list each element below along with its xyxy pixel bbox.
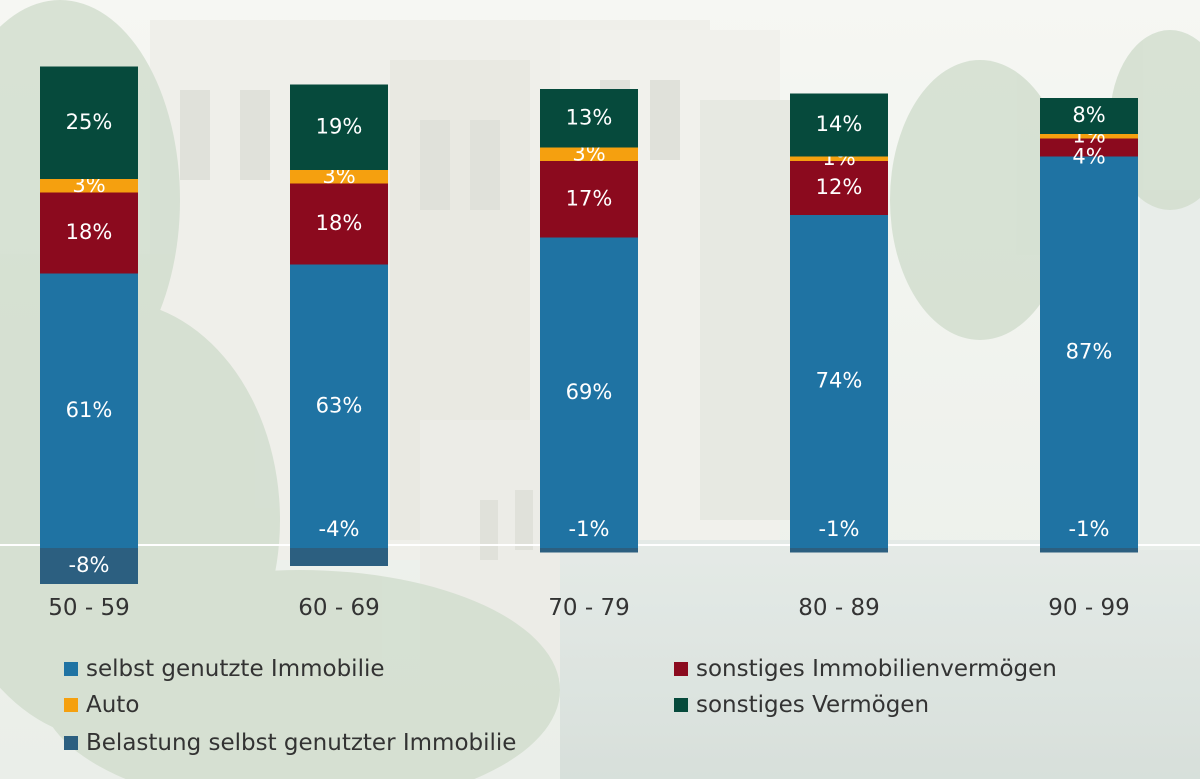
data-label: 69% (566, 380, 613, 404)
bar-segment-sonstiges-immobilienverm-gen (40, 192, 138, 274)
bar-segment-auto (1040, 134, 1138, 139)
bar-segment-auto (540, 147, 638, 161)
data-label: -1% (819, 517, 860, 541)
bar-segment-belastung-selbst-genutzter-immobilie (540, 548, 638, 553)
legend-swatch (64, 736, 78, 750)
bar-segment-auto (290, 170, 388, 184)
bars-group: 61%18%3%25%-8%63%18%3%19%-4%69%17%3%13%-… (40, 66, 1138, 584)
data-label: 8% (1072, 103, 1105, 127)
data-label: 25% (66, 110, 113, 134)
data-label: 61% (66, 398, 113, 422)
legend-swatch (674, 698, 688, 712)
bar-segment-auto (40, 179, 138, 193)
legend-label: sonstiges Vermögen (696, 692, 930, 718)
legend-label: selbst genutzte Immobilie (86, 656, 385, 682)
data-label: 18% (316, 211, 363, 235)
bar-segment-selbst-genutzte-immobilie (790, 215, 888, 548)
data-label: 12% (816, 175, 863, 199)
legend-label: Belastung selbst genutzter Immobilie (86, 730, 517, 756)
legend-item-belastung: Belastung selbst genutzter Immobilie (64, 730, 516, 756)
legend-item-selbst-genutzte-immobilie: selbst genutzte Immobilie (64, 656, 385, 682)
bar-segment-sonstiges-immobilienverm-gen (1040, 138, 1138, 157)
x-tick-label: 90 - 99 (1048, 595, 1129, 621)
x-tick-label: 70 - 79 (548, 595, 629, 621)
data-label: 4% (1072, 145, 1105, 169)
x-tick-labels: 50 - 59 60 - 69 70 - 79 80 - 89 90 - 99 (48, 595, 1129, 621)
legend-item-sonstiges-immobilienvermoegen: sonstiges Immobilienvermögen (674, 656, 1057, 682)
legend-swatch (674, 662, 688, 676)
bar-segment-belastung-selbst-genutzter-immobilie (1040, 548, 1138, 553)
bar-segment-sonstiges-verm-gen (540, 89, 638, 148)
data-label: 19% (316, 114, 363, 138)
bar-segment-auto (790, 156, 888, 161)
data-label: -8% (69, 553, 110, 577)
legend-swatch (64, 662, 78, 676)
data-label: 17% (566, 186, 613, 210)
bar-segment-sonstiges-verm-gen (290, 84, 388, 170)
bar-segment-sonstiges-immobilienverm-gen (290, 183, 388, 265)
data-label: 74% (816, 369, 863, 393)
x-tick-label: 60 - 69 (298, 595, 379, 621)
bar-segment-belastung-selbst-genutzter-immobilie (290, 548, 388, 566)
data-label: 18% (66, 220, 113, 244)
data-label: 87% (1066, 339, 1113, 363)
legend-label: sonstiges Immobilienvermögen (696, 656, 1057, 682)
bar-segment-sonstiges-verm-gen (40, 66, 138, 179)
bar-segment-sonstiges-verm-gen (790, 93, 888, 157)
bar-segment-selbst-genutzte-immobilie (40, 273, 138, 548)
data-label: -4% (319, 517, 360, 541)
x-tick-label: 50 - 59 (48, 595, 129, 621)
legend-label: Auto (86, 692, 140, 718)
bar-segment-selbst-genutzte-immobilie (290, 264, 388, 548)
legend-item-auto: Auto (64, 692, 139, 718)
legend-item-sonstiges-vermoegen: sonstiges Vermögen (674, 692, 929, 718)
data-label: -1% (569, 517, 610, 541)
bar-segment-selbst-genutzte-immobilie (1040, 156, 1138, 548)
bar-segment-sonstiges-immobilienverm-gen (790, 161, 888, 215)
data-label: 13% (566, 105, 613, 129)
bar-segment-belastung-selbst-genutzter-immobilie (40, 548, 138, 584)
legend-swatch (64, 698, 78, 712)
data-label: -1% (1069, 517, 1110, 541)
bar-segment-belastung-selbst-genutzter-immobilie (790, 548, 888, 553)
bar-segment-sonstiges-verm-gen (1040, 98, 1138, 134)
bar-segment-sonstiges-immobilienverm-gen (540, 161, 638, 238)
x-tick-label: 80 - 89 (798, 595, 879, 621)
data-label: 14% (816, 112, 863, 136)
bar-segment-selbst-genutzte-immobilie (540, 237, 638, 548)
data-label: 63% (316, 393, 363, 417)
